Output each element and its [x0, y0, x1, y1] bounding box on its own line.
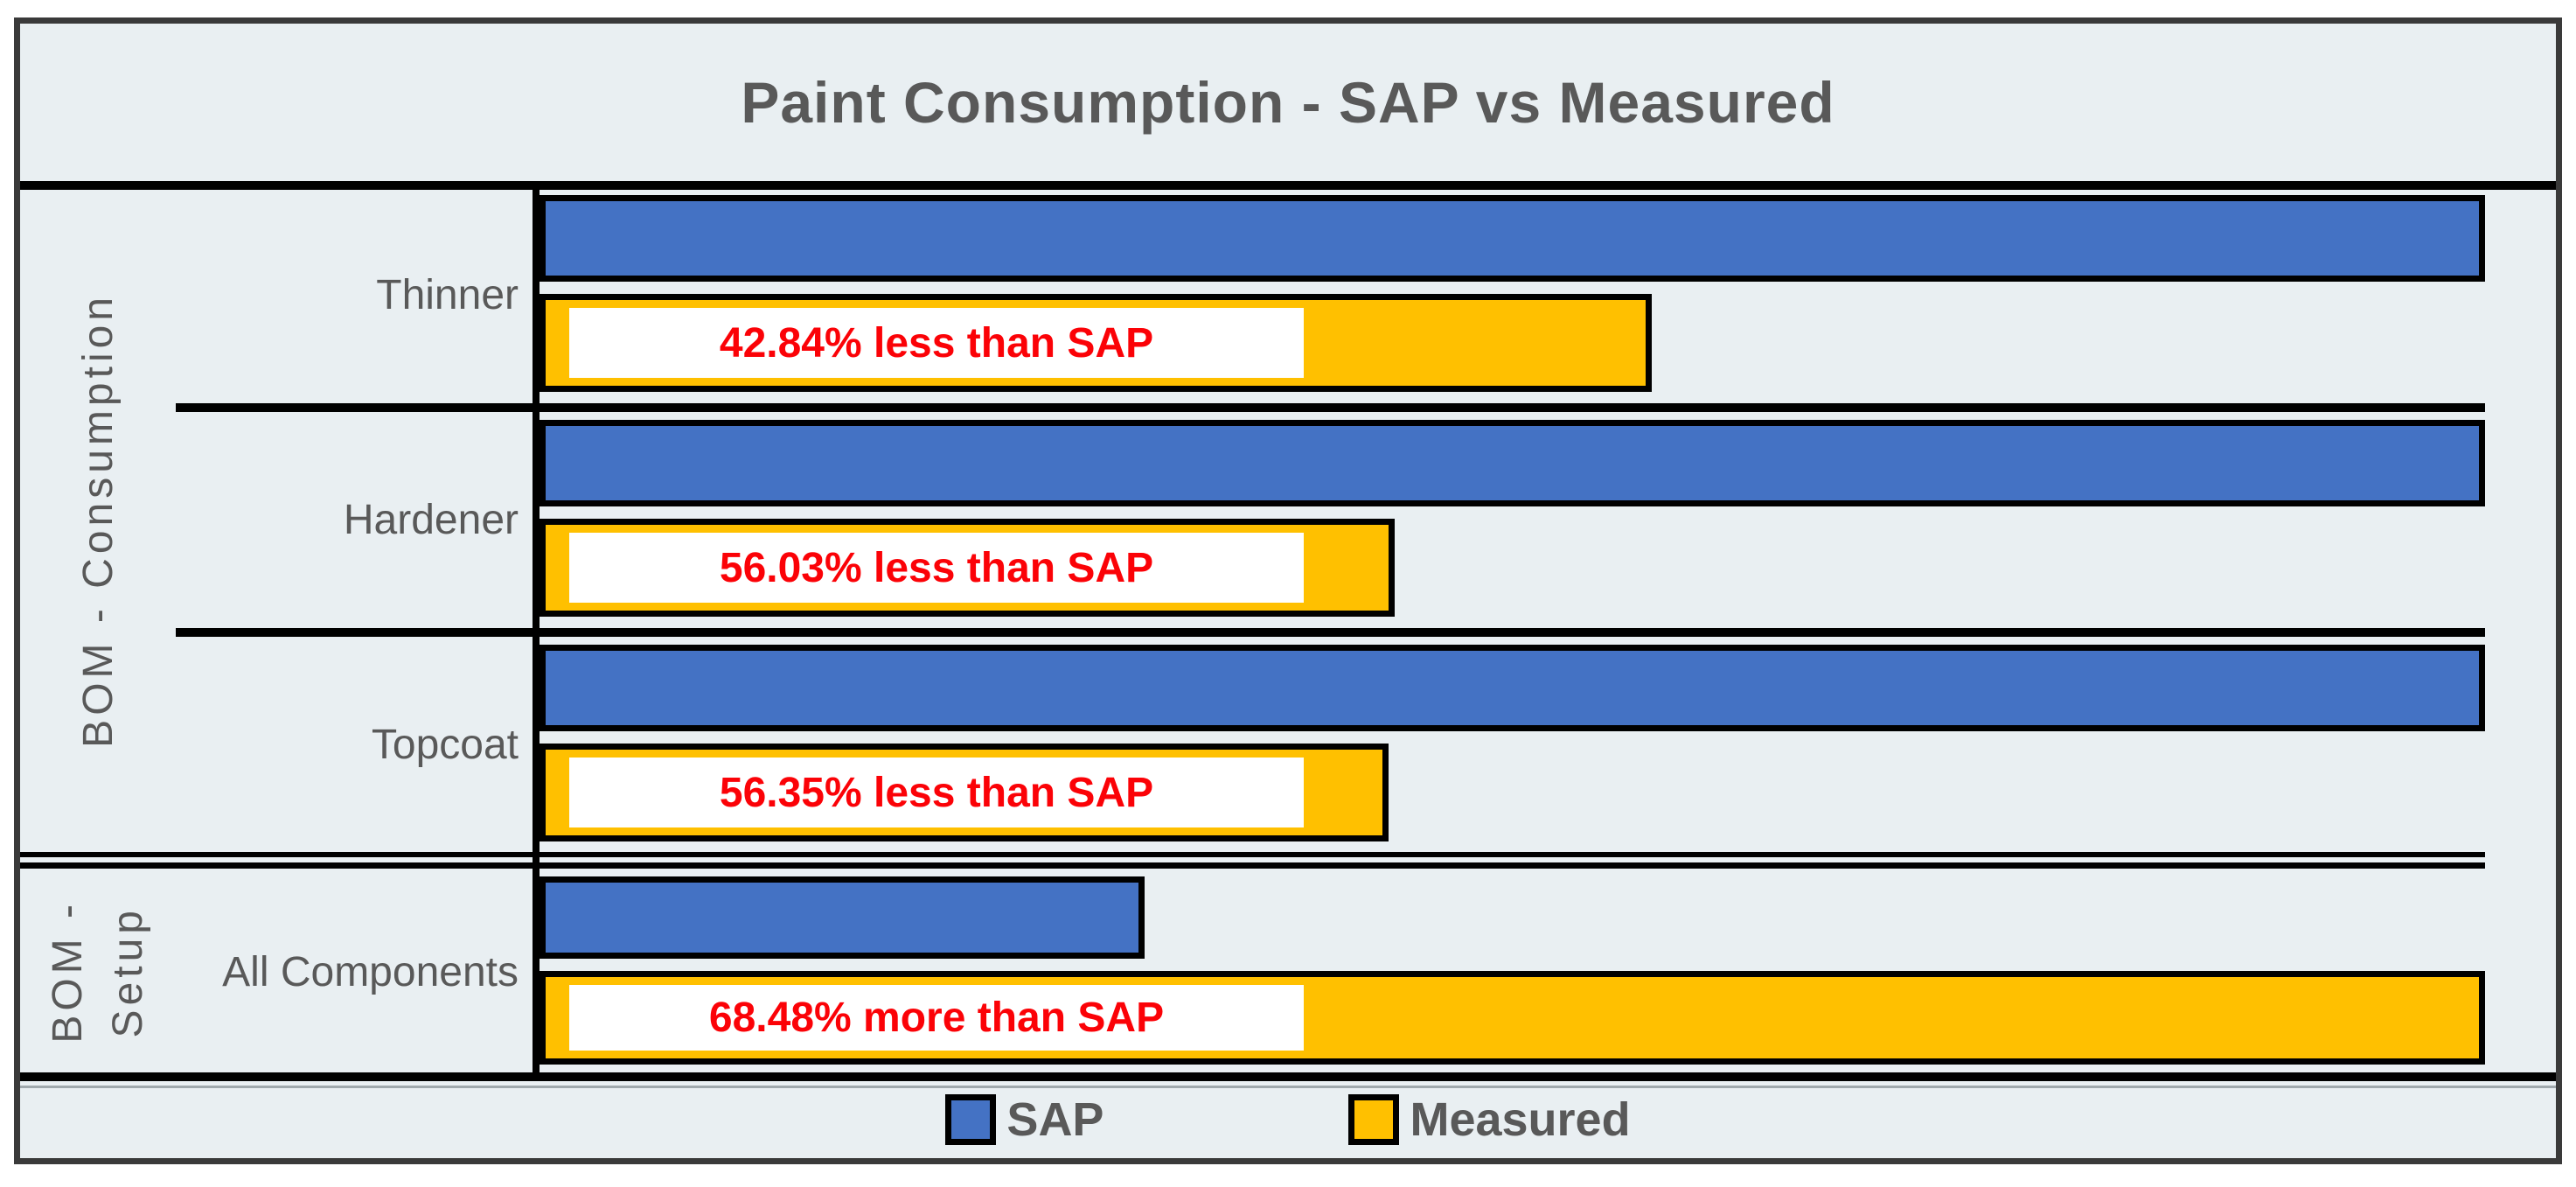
sap-bar	[540, 876, 1145, 960]
category-label: Hardener	[343, 497, 519, 543]
group-label: BOM - Setup	[20, 871, 176, 1072]
row-separator-line	[176, 628, 2485, 637]
group-boundary-line	[20, 852, 2485, 857]
chart-title: Paint Consumption - SAP vs Measured	[741, 70, 1835, 135]
annotation-box: 56.35% less than SAP	[569, 758, 1304, 828]
chart-row: Thinner 42.84% less than SAP	[20, 190, 2556, 401]
bars-cell: 56.35% less than SAP	[533, 639, 2556, 850]
annotation-box: 42.84% less than SAP	[569, 308, 1304, 379]
legend-label-sap: SAP	[1006, 1093, 1104, 1146]
group-block: BOM - Consumption Thinner 42.84% less than…	[20, 190, 2556, 850]
sap-bar	[540, 195, 2485, 282]
chart-title-band: Paint Consumption - SAP vs Measured	[20, 24, 2556, 181]
group-label-line: BOM - Consumption	[74, 292, 122, 748]
sap-bar	[540, 645, 2485, 731]
measured-bar: 68.48% more than SAP	[540, 970, 2485, 1065]
group-label: BOM - Consumption	[20, 190, 176, 850]
group-boundary-line	[20, 862, 2485, 869]
legend-swatch-sap	[945, 1093, 997, 1145]
legend-label-measured: Measured	[1410, 1093, 1631, 1146]
row-separator-line	[176, 403, 2485, 412]
category-label: Thinner	[376, 272, 519, 318]
row-separator	[20, 625, 2556, 639]
legend-items: SAP Measured	[20, 1081, 2556, 1157]
plot-bottom-line	[20, 1072, 2556, 1081]
title-divider-line	[20, 181, 2556, 190]
chart-frame: Paint Consumption - SAP vs Measured BOM …	[14, 17, 2562, 1164]
category-axis-line	[533, 190, 540, 1072]
group-label-line: BOM -	[45, 900, 91, 1044]
category-label: All Components	[222, 948, 519, 995]
measured-bar: 42.84% less than SAP	[540, 294, 1652, 393]
chart-row: Hardener 56.03% less than SAP	[20, 415, 2556, 625]
category-label: Topcoat	[371, 722, 519, 768]
legend-top-shadow-line	[20, 1086, 2556, 1088]
group-block: BOM - Setup All Components 68.48% more than…	[20, 871, 2556, 1072]
annotation-box: 56.03% less than SAP	[569, 533, 1304, 604]
sap-bar	[540, 420, 2485, 506]
bars-cell: 56.03% less than SAP	[533, 415, 2556, 625]
annotation-text: 68.48% more than SAP	[708, 994, 1165, 1041]
annotation-text: 56.35% less than SAP	[719, 769, 1154, 816]
bars-cell: 68.48% more than SAP	[533, 871, 2556, 1072]
legend-swatch-measured	[1348, 1093, 1400, 1145]
chart-row: All Components 68.48% more than SAP	[20, 871, 2556, 1072]
chart-row: Topcoat 56.35% less than SAP	[20, 639, 2556, 850]
group-label-line: Setup	[105, 905, 151, 1038]
legend-item-sap: SAP	[945, 1093, 1104, 1147]
annotation-text: 56.03% less than SAP	[719, 544, 1154, 591]
measured-bar: 56.03% less than SAP	[540, 519, 1395, 618]
row-separator	[20, 401, 2556, 415]
legend: SAP Measured	[20, 1081, 2556, 1157]
annotation-text: 42.84% less than SAP	[719, 319, 1154, 367]
annotation-box: 68.48% more than SAP	[569, 984, 1304, 1051]
group-boundary	[20, 850, 2556, 871]
bars-cell: 42.84% less than SAP	[533, 190, 2556, 401]
measured-bar: 56.35% less than SAP	[540, 744, 1389, 842]
legend-item-measured: Measured	[1348, 1093, 1631, 1147]
plot-area: BOM - Consumption Thinner 42.84% less than…	[20, 190, 2556, 1081]
